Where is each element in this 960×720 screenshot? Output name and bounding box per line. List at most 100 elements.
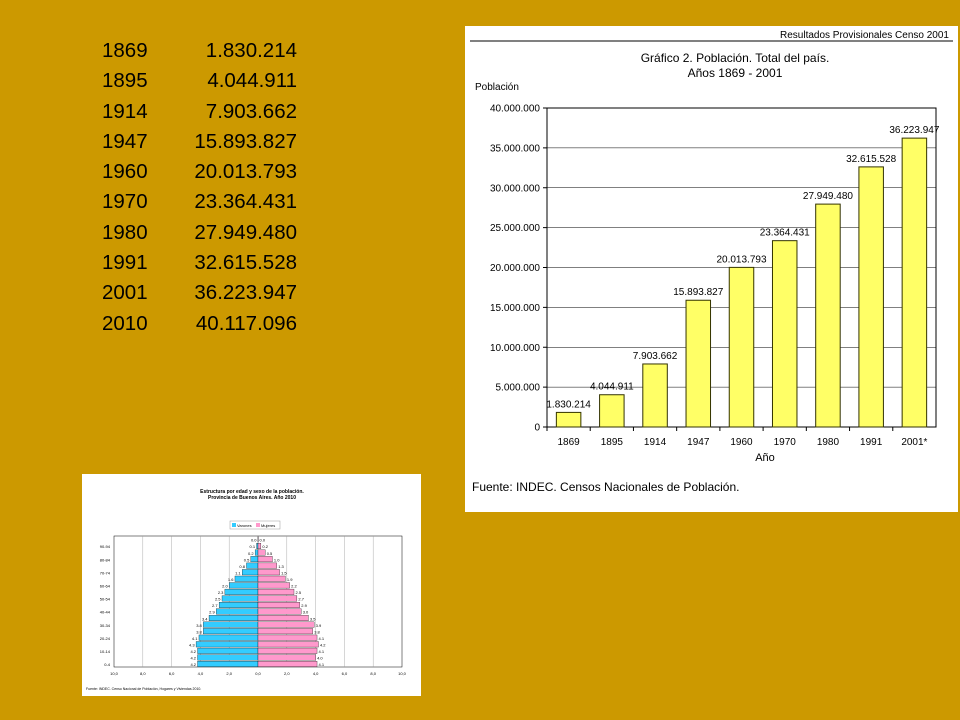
pyramid-bar-male — [229, 582, 259, 589]
pyramid-subtitle: Provincia de Buenos Aires. Año 2010 — [208, 495, 296, 501]
x-tick-label: 2001* — [901, 437, 927, 448]
legend-label-female: Mujeres — [261, 523, 275, 528]
pyramid-value-label-male: 3.4 — [202, 616, 208, 621]
pyramid-x-tick-label: 8,0 — [140, 671, 146, 676]
bar-value-label: 15.893.827 — [673, 287, 723, 298]
pyramid-bar-male — [254, 549, 259, 556]
x-axis-label: Año — [755, 452, 775, 464]
pyramid-bar-male — [242, 569, 259, 576]
bar — [555, 411, 582, 428]
pyramid-x-tick-label: 2,0 — [284, 671, 290, 676]
pyramid-source: Fuente: INDEC. Censo Nacional de Poblaci… — [86, 687, 201, 691]
pyramid-value-label-male: 2.9 — [209, 610, 215, 615]
pyramid-bar-male — [197, 654, 259, 661]
pyramid-bar-male — [218, 602, 259, 608]
pyramid-value-label-male: 0.8 — [239, 564, 245, 569]
pyramid-age-label: 50-54 — [100, 597, 111, 602]
pyramid-value-label-male: 0.0 — [251, 538, 257, 543]
bar — [858, 166, 884, 428]
pyramid-x-tick-label: 6,0 — [169, 671, 175, 676]
pyramid-value-label-male: 2.5 — [215, 597, 221, 602]
pyramid-value-label-male: 1.1 — [235, 570, 241, 575]
bar — [728, 266, 755, 428]
bar — [685, 299, 712, 428]
pyramid-value-label-female: 1.5 — [281, 570, 287, 575]
pyramid-bar-male — [208, 615, 259, 622]
x-tick-label: 1895 — [601, 437, 624, 448]
pyramid-age-label: 70-74 — [100, 570, 111, 575]
pyramid-bar-male — [203, 628, 259, 635]
x-tick-label: 1947 — [687, 437, 710, 448]
pyramid-value-label-male: 2.7 — [212, 603, 218, 608]
pyramid-age-label: 60-64 — [100, 584, 111, 589]
y-tick-label: 10.000.000 — [490, 343, 540, 354]
pyramid-value-label-female: 4.1 — [319, 662, 325, 667]
pyramid-bar-male — [203, 621, 259, 628]
pyramid-value-label-male: 2.3 — [218, 590, 224, 595]
table-row: 1960 20.013.793 — [102, 157, 297, 187]
pyramid-value-label-female: 2.5 — [296, 590, 302, 595]
table-value: 20.013.793 — [194, 160, 297, 184]
pyramid-title: Estructura por edad y sexo de la poblaci… — [200, 489, 304, 495]
table-year: 1970 — [102, 190, 148, 214]
table-row: 1980 27.949.480 — [102, 218, 297, 248]
pyramid-bar-male — [234, 575, 259, 582]
pyramid-value-label-male: 1.6 — [228, 577, 234, 582]
pyramid-bar-male — [250, 556, 259, 563]
table-year: 1960 — [102, 160, 148, 184]
pyramid-value-label-female: 3.9 — [316, 623, 322, 628]
pyramid-value-label-female: 4.1 — [319, 636, 325, 641]
pyramid-x-tick-label: 8,0 — [370, 671, 376, 676]
pyramid-bar-male — [195, 641, 259, 648]
pyramid-x-tick-label: 4,0 — [313, 671, 319, 676]
x-tick-label: 1980 — [817, 437, 840, 448]
x-tick-label: 1970 — [774, 437, 797, 448]
bar-value-label: 32.615.528 — [846, 154, 896, 165]
pyramid-bar-male — [197, 660, 259, 667]
population-table: 1869 1.830.214 1895 4.044.911 1914 7.903.662 1… — [102, 36, 297, 339]
pyramid-bar-female — [257, 634, 318, 641]
pyramid-x-tick-label: 2,0 — [226, 671, 232, 676]
chart-subtitle: Años 1869 - 2001 — [688, 66, 783, 80]
pyramid-bar-female — [257, 549, 266, 556]
pyramid-bar-female — [257, 660, 318, 667]
table-row: 1970 23.364.431 — [102, 187, 297, 217]
population-bar-chart: Resultados Provisionales Censo 2001 Gráfi… — [465, 26, 958, 512]
population-pyramid-chart: Estructura por edad y sexo de la poblaci… — [82, 474, 421, 696]
table-row: 2010 40.117.096 — [102, 309, 297, 339]
pyramid-value-label-female: 3.5 — [310, 616, 316, 621]
pyramid-value-label-female: 2.2 — [291, 584, 297, 589]
pyramid-bar-male — [246, 562, 259, 569]
y-axis-label: Población — [475, 82, 519, 93]
y-tick-label: 30.000.000 — [490, 183, 540, 194]
pyramid-value-label-male: 0.2 — [248, 551, 254, 556]
table-value: 1.830.214 — [205, 39, 297, 62]
bar-value-label: 20.013.793 — [716, 254, 766, 265]
pyramid-value-label-female: 2.7 — [298, 597, 304, 602]
pyramid-value-label-female: 1.9 — [287, 577, 293, 582]
pyramid-bar-female — [257, 582, 290, 589]
pyramid-bar-female — [257, 588, 295, 595]
pyramid-x-tick-label: 10,0 — [398, 671, 407, 676]
bar-value-label: 23.364.431 — [760, 228, 810, 239]
table-value: 15.893.827 — [194, 129, 297, 153]
bar-value-label: 1.830.214 — [546, 399, 591, 410]
bar — [642, 363, 668, 428]
chart-title: Gráfico 2. Población. Total del país. — [641, 51, 830, 65]
pyramid-bar-female — [257, 556, 273, 563]
pyramid-value-label-female: 1.0 — [274, 557, 280, 562]
pyramid-bar-male — [224, 588, 259, 595]
pyramid-bar-female — [257, 602, 300, 608]
pyramid-chart-svg: Estructura por edad y sexo de la poblaci… — [86, 489, 407, 691]
pyramid-bar-female — [257, 595, 298, 602]
bar-chart-svg: Resultados Provisionales Censo 2001 Gráfi… — [470, 30, 953, 494]
table-row: 1914 7.903.662 — [102, 97, 297, 127]
pyramid-age-label: 20-24 — [100, 636, 111, 641]
pyramid-x-tick-label: 10,0 — [110, 671, 119, 676]
table-value: 36.223.947 — [194, 281, 297, 305]
pyramid-bar-male — [197, 647, 259, 654]
table-year: 1947 — [102, 129, 148, 153]
table-value: 4.044.911 — [207, 69, 297, 93]
table-row: 1895 4.044.911 — [102, 66, 297, 96]
table-year: 2001 — [102, 281, 148, 305]
